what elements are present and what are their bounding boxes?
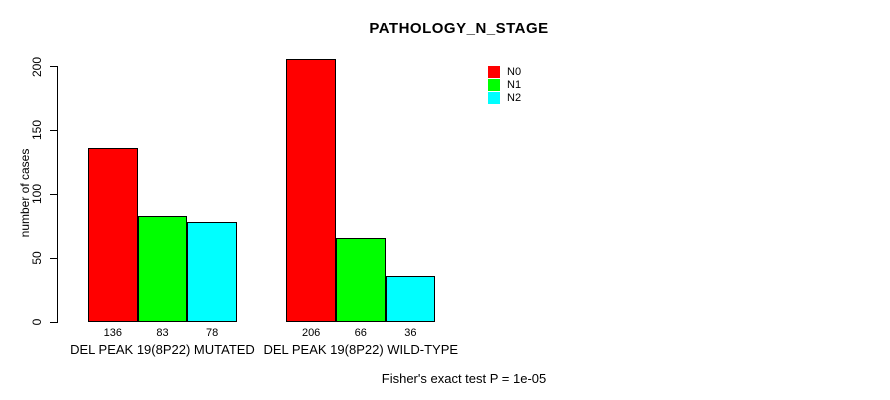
bar-n0-group2 — [286, 58, 336, 322]
legend-label-n2: N2 — [507, 92, 522, 104]
y-tick-label: 150 — [29, 120, 44, 141]
bar-n1-group1 — [137, 216, 188, 322]
legend: N0 N1 N2 — [488, 66, 521, 104]
footnote-pvalue: Fisher's exact test P = 1e-05 — [381, 371, 547, 386]
y-tick-mark — [50, 257, 58, 259]
legend-swatch-n1 — [488, 79, 500, 91]
legend-swatch-n2 — [488, 92, 500, 104]
group-label: DEL PEAK 19(8P22) WILD-TYPE — [263, 342, 459, 357]
legend-item-n0: N0 — [488, 66, 521, 78]
legend-item-n1: N1 — [488, 79, 521, 91]
bar-value-label: 83 — [156, 327, 169, 339]
bar-n0-group1 — [88, 148, 138, 322]
y-tick-mark — [50, 321, 58, 323]
y-tick-label: 200 — [29, 56, 44, 77]
chart-title: PATHOLOGY_N_STAGE — [369, 20, 549, 37]
bar-n1-group2 — [335, 237, 386, 322]
bar-value-label: 66 — [354, 327, 367, 339]
y-tick-mark — [50, 193, 58, 195]
y-tick-mark — [50, 129, 58, 131]
y-tick-label: 0 — [29, 318, 44, 326]
bar-value-label: 206 — [301, 327, 321, 339]
bar-n2-group1 — [187, 222, 237, 322]
y-tick-label: 100 — [29, 184, 44, 205]
bar-value-label: 78 — [206, 327, 219, 339]
legend-swatch-n0 — [488, 66, 500, 78]
bar-value-label: 136 — [103, 327, 122, 339]
legend-label-n1: N1 — [507, 79, 522, 91]
y-tick-mark — [50, 66, 58, 68]
bar-n2-group2 — [385, 276, 436, 322]
y-tick-label: 50 — [29, 251, 44, 265]
legend-label-n0: N0 — [507, 66, 522, 78]
bar-value-label: 36 — [404, 327, 417, 339]
group-label: DEL PEAK 19(8P22) MUTATED — [70, 342, 255, 357]
legend-item-n2: N2 — [488, 92, 521, 104]
